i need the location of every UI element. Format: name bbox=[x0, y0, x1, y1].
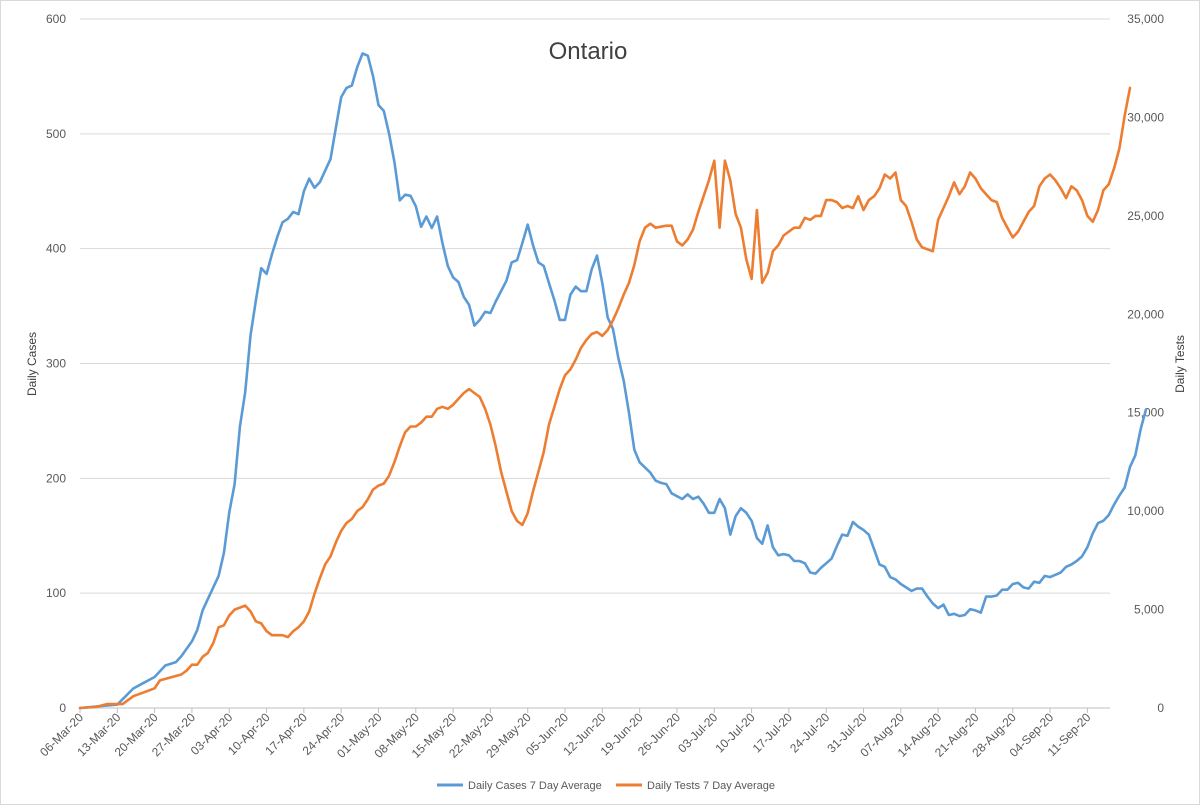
legend-label-cases: Daily Cases 7 Day Average bbox=[468, 780, 602, 792]
series-line-daily-cases bbox=[78, 52, 1148, 710]
chart-title: Ontario bbox=[549, 38, 628, 65]
legend-label-tests: Daily Tests 7 Day Average bbox=[647, 780, 775, 792]
y-axis-title: Daily Cases bbox=[25, 332, 39, 396]
gridlines bbox=[80, 18, 1110, 594]
y-tick-label: 400 bbox=[46, 242, 66, 256]
y2-tick-label: 10,000 bbox=[1127, 504, 1164, 518]
y2-tick-label: 20,000 bbox=[1127, 307, 1164, 321]
y2-tick-label: 25,000 bbox=[1127, 209, 1164, 223]
y-tick-label: 200 bbox=[46, 471, 66, 485]
y2-tick-label: 0 bbox=[1157, 701, 1164, 715]
y2-tick-label: 5,000 bbox=[1134, 603, 1164, 617]
series-lines bbox=[78, 52, 1148, 710]
y2-axis-title: Daily Tests bbox=[1173, 335, 1187, 393]
y2-tick-label: 30,000 bbox=[1127, 110, 1164, 124]
y2-tick-label: 35,000 bbox=[1127, 12, 1164, 26]
y-tick-label: 500 bbox=[46, 127, 66, 141]
series-line-daily-tests bbox=[78, 86, 1132, 710]
y-tick-label: 600 bbox=[46, 12, 66, 26]
y-tick-label: 0 bbox=[59, 701, 66, 715]
y-tick-label: 300 bbox=[46, 357, 66, 371]
y-tick-label: 100 bbox=[46, 586, 66, 600]
legend: Daily Cases 7 Day Average Daily Tests 7 … bbox=[437, 780, 775, 792]
